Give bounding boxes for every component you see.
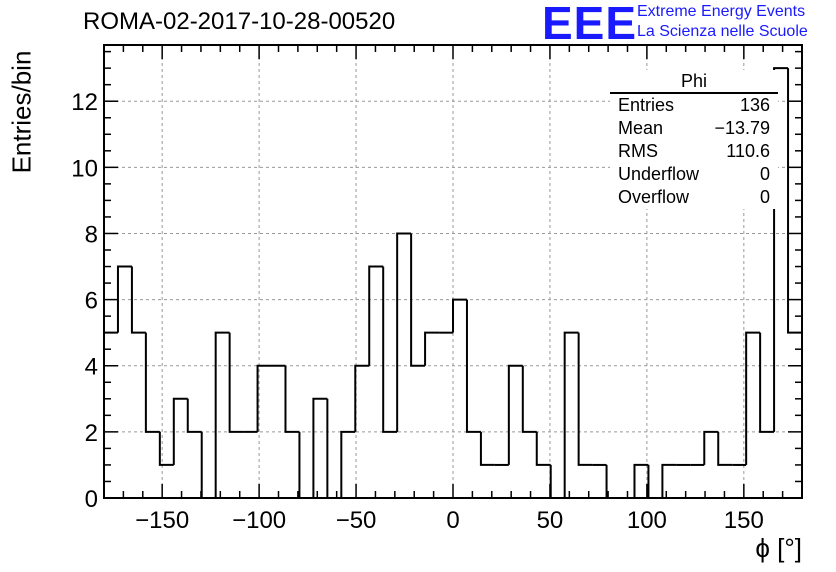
x-tick-label: −50 xyxy=(336,507,377,534)
histogram-bin xyxy=(200,431,216,499)
histogram-bin xyxy=(563,331,579,498)
eee-logo: EEE xyxy=(542,0,638,49)
histogram-bin xyxy=(577,332,593,466)
stats-row: Overflow 0 xyxy=(610,186,778,209)
chart-title: ROMA-02-2017-10-28-00520 xyxy=(83,8,396,35)
y-tick-label: 8 xyxy=(85,221,98,248)
histogram-bin xyxy=(647,464,663,499)
x-tick-label: −100 xyxy=(232,507,286,534)
histogram-bin xyxy=(298,431,314,499)
stats-row: Mean −13.79 xyxy=(610,117,778,140)
histogram-bin xyxy=(661,463,677,498)
histogram-bin xyxy=(172,397,188,465)
y-axis-label: Entries/bin xyxy=(6,50,37,174)
y-tick-label: 10 xyxy=(71,155,98,182)
stats-label: RMS xyxy=(618,141,658,161)
logo-caption: Extreme Energy Events La Scienza nelle S… xyxy=(637,2,808,42)
logo-caption-line1: Extreme Energy Events xyxy=(637,3,806,20)
y-tick-label: 6 xyxy=(85,288,98,315)
histogram-bin xyxy=(535,431,551,466)
histogram-bin xyxy=(521,365,537,433)
histogram-bin xyxy=(368,265,384,366)
histogram-bin xyxy=(717,431,733,466)
histogram-bin xyxy=(354,364,370,432)
stats-value: −13.79 xyxy=(714,118,770,138)
histogram-bin xyxy=(158,431,174,466)
y-tick-label: 12 xyxy=(71,89,98,116)
stats-value: 110.6 xyxy=(726,141,770,161)
histogram-bin xyxy=(228,332,244,433)
stats-value: 0 xyxy=(759,164,770,184)
stats-value: 136 xyxy=(739,95,770,115)
logo-caption-line2: La Scienza nelle Scuole xyxy=(637,23,808,40)
x-tick-label: 0 xyxy=(446,507,459,534)
histogram-bars xyxy=(103,67,803,499)
x-tick-label: −150 xyxy=(135,507,189,534)
stats-label: Entries xyxy=(618,95,675,115)
histogram-bin xyxy=(633,463,649,498)
histogram-bin xyxy=(340,430,356,498)
histogram-bin xyxy=(312,397,328,498)
histogram-bin xyxy=(759,332,775,433)
histogram-bin xyxy=(256,364,272,432)
x-axis-label: ϕ [°] xyxy=(755,533,802,563)
x-tick-label: 50 xyxy=(537,507,564,534)
y-tick-label: 2 xyxy=(85,420,98,447)
histogram-bin xyxy=(507,364,523,465)
histogram-bin xyxy=(479,431,495,466)
histogram-bin xyxy=(410,233,426,367)
x-tick-label: 150 xyxy=(724,507,764,534)
histogram-bin xyxy=(703,430,719,465)
axis-ticks xyxy=(103,45,803,499)
histogram-bin xyxy=(549,464,565,499)
y-tick-label: 0 xyxy=(85,486,98,513)
x-tick-label: 100 xyxy=(627,507,667,534)
stats-value: 0 xyxy=(759,187,770,207)
histogram-bin xyxy=(465,299,481,433)
histogram-bin xyxy=(116,265,132,333)
stats-title: Phi xyxy=(610,70,778,94)
histogram-bin xyxy=(745,331,761,465)
histogram-bin xyxy=(326,398,342,499)
stats-row: Underflow 0 xyxy=(610,163,778,186)
histogram-bin xyxy=(144,332,160,433)
stats-label: Underflow xyxy=(618,164,700,184)
histogram-bin xyxy=(214,331,230,498)
histogram-bin xyxy=(382,266,398,433)
histogram-bin xyxy=(284,365,300,433)
histogram-bin xyxy=(424,331,440,366)
histogram-bin xyxy=(773,67,789,432)
histogram-bin xyxy=(186,398,202,433)
stats-row: Entries 136 xyxy=(610,94,778,117)
stats-label: Mean xyxy=(618,118,664,138)
histogram-bin xyxy=(396,232,412,432)
y-tick-label: 4 xyxy=(85,354,98,381)
stats-row: RMS 110.6 xyxy=(610,140,778,163)
histogram-bin xyxy=(130,266,146,334)
stats-label: Overflow xyxy=(618,187,690,207)
histogram-bin xyxy=(452,298,467,333)
tick-labels: −150 −100 −50 0 50 100 150 0 2 4 6 8 10 12 xyxy=(71,89,764,534)
stats-box: Phi Entries 136 Mean −13.79 RMS 110.6 Un… xyxy=(610,70,778,209)
